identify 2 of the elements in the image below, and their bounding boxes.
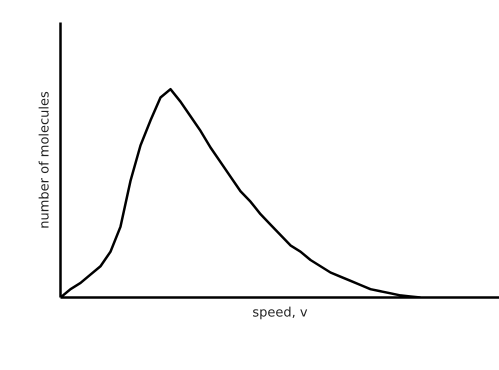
x-axis-title: speed, v (252, 306, 308, 320)
y-axis-title: number of molecules (38, 91, 52, 229)
